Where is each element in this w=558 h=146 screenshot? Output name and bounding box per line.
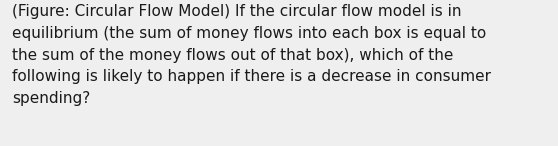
Text: (Figure: Circular Flow Model) If the circular flow model is in
equilibrium (the : (Figure: Circular Flow Model) If the cir… xyxy=(12,4,491,106)
